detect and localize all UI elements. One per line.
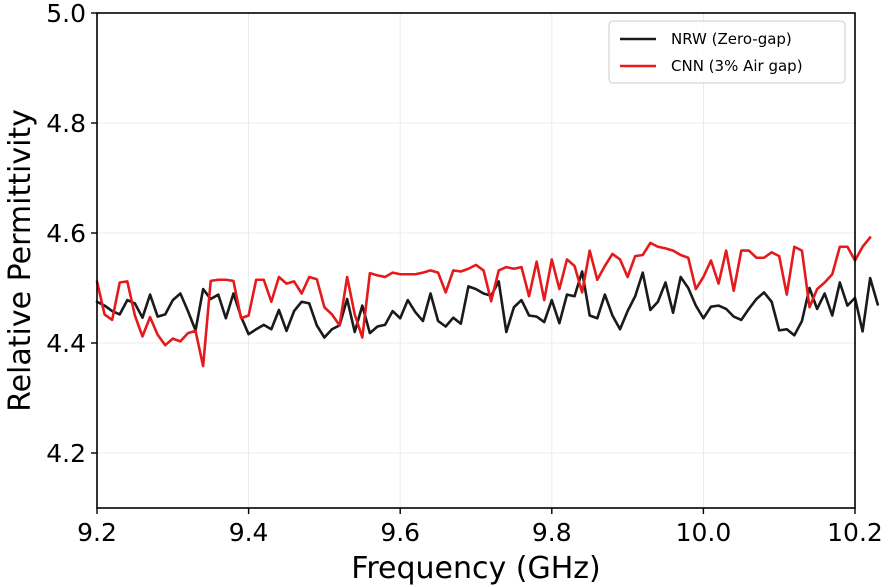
y-tick-label: 5.0 xyxy=(46,0,86,28)
axis-ticks: 9.2 9.4 9.6 9.8 10.0 10.2 4.2 4.4 4.6 4.8 5.0 xyxy=(46,0,883,547)
x-axis-label: Frequency (GHz) xyxy=(351,551,600,586)
series-line-0 xyxy=(95,270,880,339)
legend-label: NRW (Zero-gap) xyxy=(671,30,792,48)
y-tick-label: 4.6 xyxy=(46,219,86,248)
x-tick-label: 9.8 xyxy=(532,518,572,547)
x-tick-label: 9.2 xyxy=(77,518,117,547)
x-tick-label: 10.2 xyxy=(827,518,883,547)
grid xyxy=(96,12,856,508)
plot-frame xyxy=(96,12,856,509)
series-line-1 xyxy=(95,236,872,368)
legend-box xyxy=(608,20,846,84)
y-tick-label: 4.2 xyxy=(46,439,86,468)
y-tick-label: 4.4 xyxy=(46,329,86,358)
series-layer xyxy=(95,236,880,368)
x-tick-label: 9.6 xyxy=(380,518,420,547)
legend: NRW (Zero-gap) CNN (3% Air gap) xyxy=(608,20,846,84)
x-tick-label: 9.4 xyxy=(229,518,269,547)
y-axis-label: Relative Permittivity xyxy=(3,109,38,412)
legend-label: CNN (3% Air gap) xyxy=(671,57,803,75)
x-tick-label: 10.0 xyxy=(676,518,732,547)
y-tick-label: 4.8 xyxy=(46,109,86,138)
